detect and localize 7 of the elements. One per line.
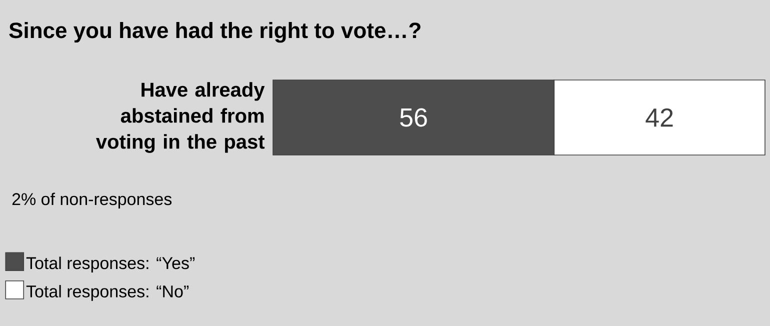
data-label: 42 [646, 108, 673, 127]
y-tick-label: Have already abstained from voting in the past [96, 82, 265, 153]
data-label: 56 [400, 108, 427, 127]
legend-label: Total responses: “No” [26, 284, 189, 301]
text: 2% of non-responses [12, 192, 172, 209]
legend-label: Total responses: “Yes” [26, 256, 195, 273]
chart-title: Since you have had the right to vote…? [9, 22, 420, 43]
